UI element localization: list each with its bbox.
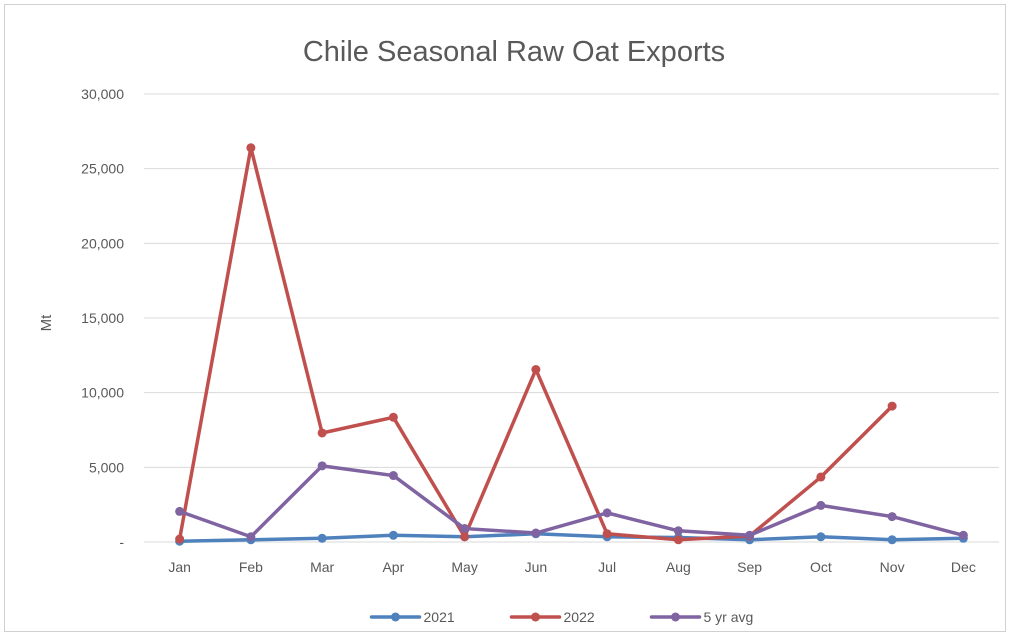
series-2021 — [175, 529, 968, 546]
legend-item-2022: 2022 — [509, 609, 595, 625]
y-tick-label: 20,000 — [81, 235, 124, 251]
data-point-2022 — [175, 534, 185, 544]
y-tick-label: 30,000 — [81, 86, 124, 102]
x-tick-label: Nov — [880, 559, 905, 575]
y-axis-ticks: - 5,000 10,000 15,000 20,000 25,000 30,000 — [81, 86, 124, 550]
data-point-2022 — [388, 412, 398, 422]
data-point-5-yr-avg — [887, 512, 897, 522]
legend-marker-5-yr-avg — [671, 612, 680, 622]
series-layer — [175, 143, 968, 546]
y-tick-label: 25,000 — [81, 161, 124, 177]
legend-label-5-yr-avg: 5 yr avg — [704, 609, 754, 625]
x-tick-label: Sep — [737, 559, 762, 575]
series-line-5-yr-avg — [177, 464, 966, 539]
x-tick-label: Jan — [168, 559, 191, 575]
data-point-5-yr-avg — [317, 461, 327, 471]
x-tick-label: Jul — [598, 559, 616, 575]
data-point-2022 — [246, 143, 256, 153]
legend: 2021 2022 5 yr avg — [369, 609, 754, 625]
data-point-2022 — [602, 529, 612, 539]
legend-label-2021: 2021 — [424, 609, 455, 625]
data-point-2022 — [673, 535, 683, 545]
data-point-5-yr-avg — [958, 530, 968, 540]
data-point-5-yr-avg — [175, 506, 185, 516]
series-line-2022 — [177, 146, 894, 542]
y-tick-label: 15,000 — [81, 310, 124, 326]
x-axis-ticks: Jan Feb Mar Apr May Jun Jul Aug Sep Oct Nov Dec — [168, 559, 975, 575]
legend-marker-2021 — [391, 612, 400, 622]
x-tick-label: Apr — [382, 559, 404, 575]
y-tick-label: 5,000 — [89, 459, 124, 475]
data-point-5-yr-avg — [816, 500, 826, 510]
legend-item-2021: 2021 — [369, 609, 455, 625]
data-point-5-yr-avg — [602, 508, 612, 518]
x-tick-label: Oct — [810, 559, 832, 575]
data-point-2022 — [887, 401, 897, 411]
data-point-5-yr-avg — [388, 471, 398, 481]
data-point-5-yr-avg — [460, 524, 470, 534]
x-tick-label: Mar — [310, 559, 334, 575]
data-point-5-yr-avg — [531, 528, 541, 538]
y-tick-label: - — [119, 534, 124, 550]
data-point-5-yr-avg — [745, 530, 755, 540]
x-tick-label: Dec — [951, 559, 976, 575]
data-point-2021 — [317, 533, 327, 543]
data-point-2022 — [531, 365, 541, 375]
data-point-2022 — [317, 428, 327, 438]
data-point-2022 — [460, 532, 470, 542]
data-point-5-yr-avg — [673, 526, 683, 536]
data-point-2021 — [388, 530, 398, 540]
data-point-2021 — [887, 535, 897, 545]
x-tick-label: Aug — [666, 559, 691, 575]
legend-item-5-yr-avg: 5 yr avg — [649, 609, 754, 625]
series-line-2021 — [177, 532, 966, 544]
data-point-2022 — [816, 472, 826, 482]
chart-title: Chile Seasonal Raw Oat Exports — [303, 36, 725, 68]
legend-label-2022: 2022 — [564, 609, 595, 625]
x-tick-label: May — [451, 559, 477, 575]
data-point-5-yr-avg — [246, 532, 256, 542]
y-axis-title: Mt — [38, 314, 55, 331]
legend-marker-2022 — [531, 612, 540, 622]
series-5-yr-avg — [175, 461, 968, 542]
chart-frame: Chile Seasonal Raw Oat Exports - 5,000 10,… — [4, 4, 1006, 632]
gridlines — [144, 93, 999, 543]
x-tick-label: Feb — [239, 559, 263, 575]
y-tick-label: 10,000 — [81, 385, 124, 401]
line-chart: Chile Seasonal Raw Oat Exports - 5,000 10,… — [38, 36, 999, 625]
series-2022 — [175, 143, 897, 545]
data-point-2021 — [816, 532, 826, 542]
x-tick-label: Jun — [525, 559, 548, 575]
